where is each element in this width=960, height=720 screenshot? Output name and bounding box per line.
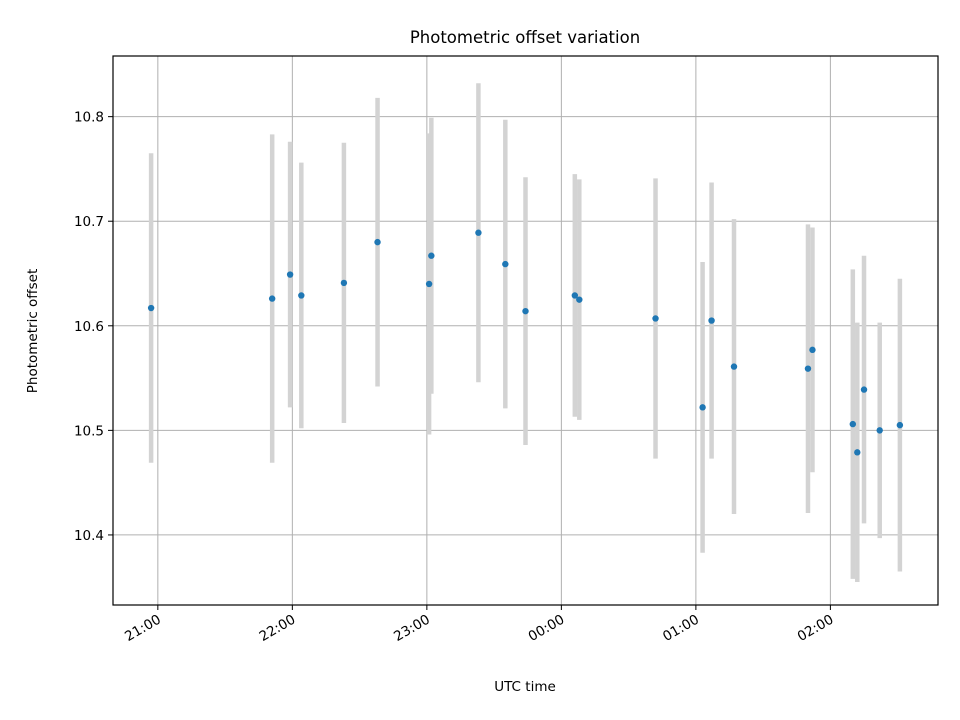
plot-frame bbox=[112, 55, 939, 606]
data-point bbox=[147, 304, 155, 312]
y-tick-label: 10.5 bbox=[74, 423, 104, 439]
y-tick-label: 10.8 bbox=[74, 110, 104, 126]
data-point bbox=[849, 420, 857, 428]
data-point bbox=[699, 404, 706, 411]
data-point bbox=[876, 427, 883, 434]
data-point bbox=[374, 238, 381, 246]
data-point bbox=[268, 295, 276, 302]
y-axis-ticks: 10.4 10.5 10.6 10.7 10.8 bbox=[74, 110, 113, 544]
data-point bbox=[809, 346, 816, 354]
x-tick-label: 22:00 bbox=[257, 612, 299, 645]
x-axis-label: UTC time bbox=[494, 679, 556, 695]
data-point bbox=[522, 307, 529, 315]
x-tick-label: 02:00 bbox=[795, 612, 837, 645]
chart-title: Photometric offset variation bbox=[410, 28, 640, 47]
data-point bbox=[576, 296, 583, 303]
data-point bbox=[652, 315, 659, 322]
y-tick-label: 10.4 bbox=[74, 528, 104, 544]
y-axis-label: Photometric offset bbox=[25, 269, 41, 393]
data-point bbox=[425, 280, 433, 288]
data-point bbox=[571, 292, 579, 299]
point-layer bbox=[147, 229, 904, 456]
data-point bbox=[896, 421, 904, 429]
y-tick-label: 10.6 bbox=[74, 319, 104, 335]
x-tick-label: 00:00 bbox=[526, 612, 568, 645]
data-point bbox=[428, 252, 435, 259]
data-point bbox=[804, 365, 812, 372]
y-tick-label: 10.7 bbox=[74, 214, 104, 230]
x-tick-label: 23:00 bbox=[391, 612, 433, 645]
data-point bbox=[298, 292, 305, 299]
data-point bbox=[730, 363, 738, 370]
x-axis-ticks: 21:00 22:00 23:00 00:00 01:00 02:00 bbox=[122, 605, 836, 645]
data-point bbox=[860, 386, 868, 393]
data-point bbox=[286, 271, 294, 278]
x-tick-label: 21:00 bbox=[122, 612, 164, 645]
x-tick-label: 01:00 bbox=[660, 612, 702, 645]
errorbar-layer bbox=[148, 83, 903, 582]
data-point bbox=[854, 449, 861, 456]
data-point bbox=[708, 317, 715, 324]
data-point bbox=[502, 260, 509, 268]
data-point bbox=[475, 229, 482, 236]
data-point bbox=[340, 279, 348, 287]
